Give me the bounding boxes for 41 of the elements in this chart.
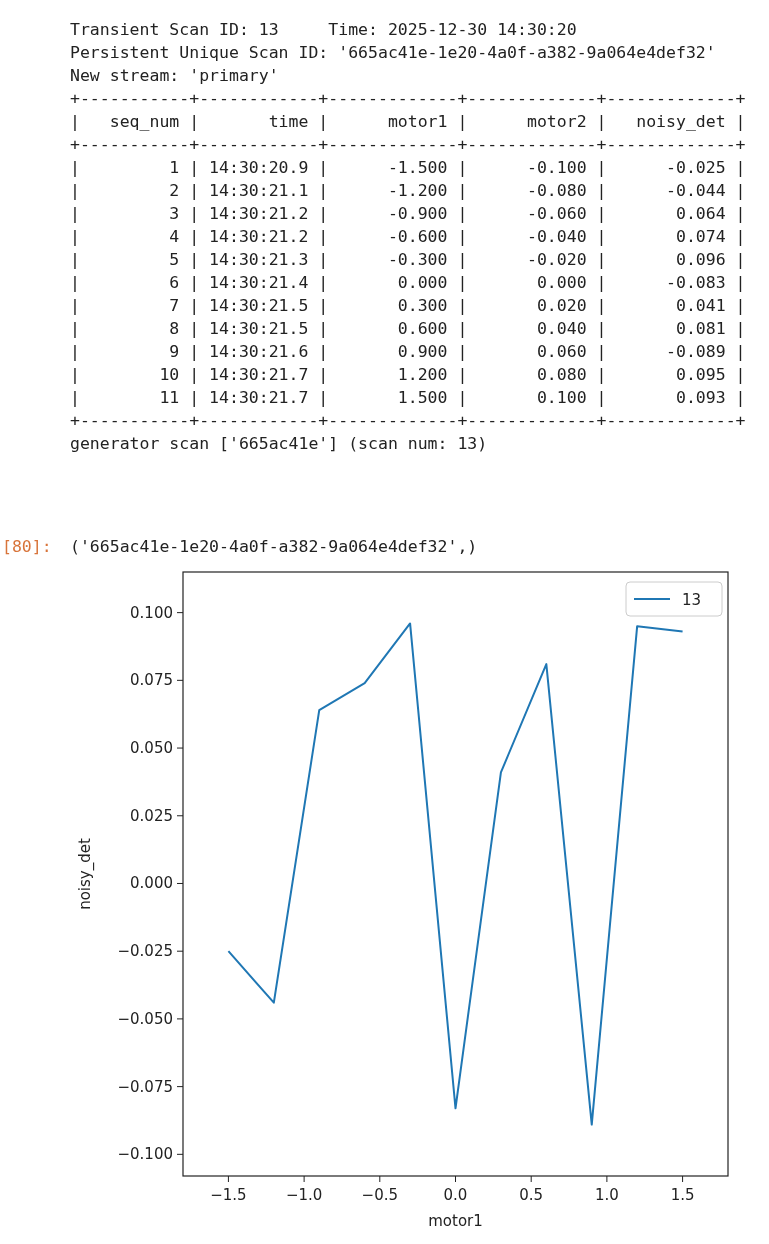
text: | 4 | 14:30:21.2 | -0.600 | -0.040 | 0.074 | (70, 227, 746, 246)
x-tick-label: 1.0 (594, 1186, 619, 1204)
y-tick-label: −0.025 (117, 942, 173, 961)
text: | 3 | 14:30:21.2 | -0.900 | -0.060 | 0.064 | (70, 204, 746, 223)
text: +-----------+------------+-------------+-------------+-------------+ (70, 89, 746, 108)
text: +-----------+------------+-------------+-------------+-------------+ (70, 411, 746, 430)
text: ('665ac41e-1e20-4a0f-a382-9a064e4def32',) (70, 537, 478, 556)
text: generator scan ['665ac41e'] (scan num: 13) (70, 434, 488, 453)
y-tick-label: −0.075 (117, 1077, 173, 1096)
y-tick-label: −0.100 (117, 1145, 173, 1164)
text: | 1 | 14:30:20.9 | -1.500 | -0.100 | -0.025 | (70, 158, 746, 177)
x-tick-label: 0.0 (443, 1186, 468, 1204)
x-tick-label: −1.5 (210, 1186, 247, 1204)
x-axis-title: motor1 (428, 1212, 483, 1230)
text: New stream: 'primary' (70, 66, 279, 85)
y-tick-label: 0.050 (130, 739, 173, 758)
y-axis-title: noisy_det (76, 838, 95, 910)
text: | 9 | 14:30:21.6 | 0.900 | 0.060 | -0.089 | (70, 342, 746, 361)
y-tick-label: 0.000 (130, 874, 173, 893)
text: [80]: (2, 537, 52, 556)
text: | 11 | 14:30:21.7 | 1.500 | 0.100 | 0.093 | (70, 388, 746, 407)
x-tick-label: 0.5 (519, 1186, 544, 1204)
text: Transient Scan ID: 13 Time: 2025-12-30 14:30:20 (70, 20, 577, 39)
text: | 10 | 14:30:21.7 | 1.200 | 0.080 | 0.095 | (70, 365, 746, 384)
x-tick-label: −0.5 (361, 1186, 399, 1204)
x-tick-label: 1.5 (670, 1186, 695, 1204)
y-tick-label: 0.100 (130, 603, 173, 622)
text: | 7 | 14:30:21.5 | 0.300 | 0.020 | 0.041 | (70, 296, 746, 315)
text: | 8 | 14:30:21.5 | 0.600 | 0.040 | 0.081 | (70, 319, 746, 338)
text: | 5 | 14:30:21.3 | -0.300 | -0.020 | 0.096 | (70, 250, 746, 269)
y-tick-label: 0.075 (130, 671, 173, 690)
text: | 6 | 14:30:21.4 | 0.000 | 0.000 | -0.083 | (70, 273, 746, 292)
y-tick-label: 0.025 (130, 806, 173, 825)
x-tick-label: −1.0 (285, 1186, 323, 1204)
y-tick-label: −0.050 (117, 1009, 173, 1028)
text: +-----------+------------+-------------+-------------+-------------+ (70, 135, 746, 154)
text: | seq_num | time | motor1 | motor2 | noisy_det | (70, 112, 746, 131)
line-series (227, 622, 684, 1126)
legend-label: 13 (682, 591, 702, 609)
text: | 2 | 14:30:21.1 | -1.200 | -0.080 | -0.044 | (70, 181, 746, 200)
text: Persistent Unique Scan ID: '665ac41e-1e20-4a0f-a382-9a064e4def32' (70, 43, 716, 62)
